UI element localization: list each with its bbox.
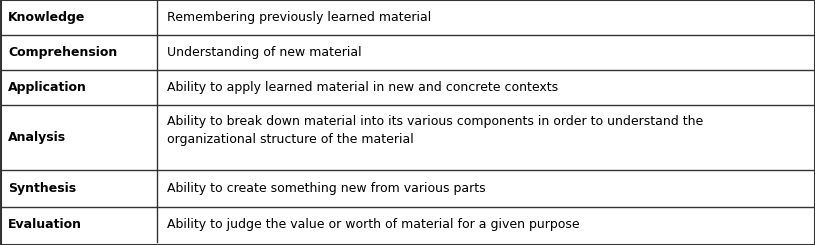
Text: Remembering previously learned material: Remembering previously learned material: [167, 11, 432, 24]
Text: Evaluation: Evaluation: [8, 218, 82, 231]
Text: Synthesis: Synthesis: [8, 182, 76, 195]
Text: Ability to create something new from various parts: Ability to create something new from var…: [167, 182, 486, 195]
Text: Analysis: Analysis: [8, 131, 66, 144]
Text: Comprehension: Comprehension: [8, 46, 117, 59]
Text: Ability to break down material into its various components in order to understan: Ability to break down material into its …: [167, 115, 703, 147]
Text: Ability to apply learned material in new and concrete contexts: Ability to apply learned material in new…: [167, 81, 558, 94]
Text: Application: Application: [8, 81, 87, 94]
Text: Understanding of new material: Understanding of new material: [167, 46, 362, 59]
Text: Ability to judge the value or worth of material for a given purpose: Ability to judge the value or worth of m…: [167, 218, 580, 231]
Text: Knowledge: Knowledge: [8, 11, 86, 24]
